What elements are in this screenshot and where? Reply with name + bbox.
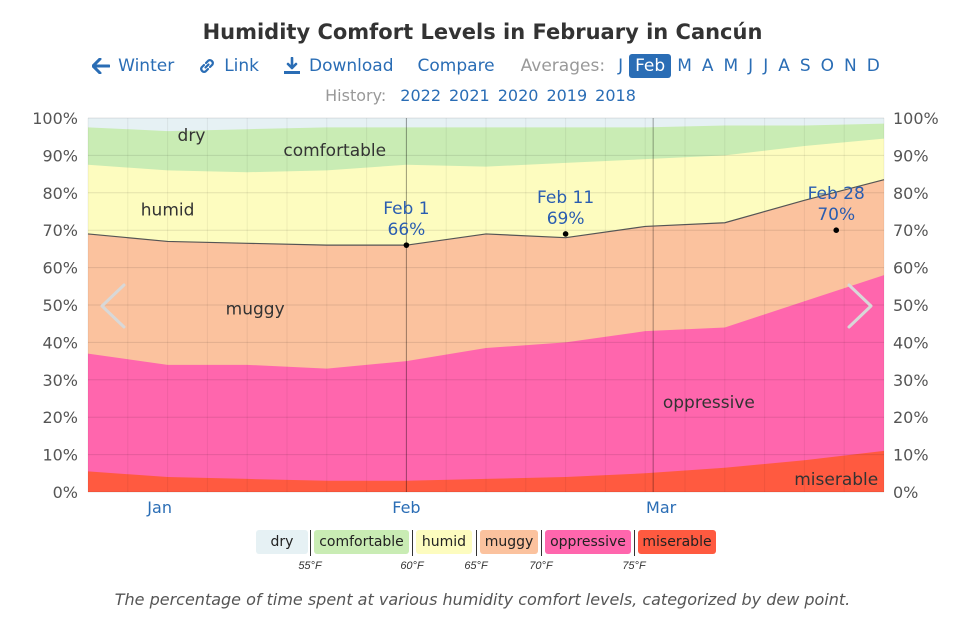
winter-label: Winter xyxy=(118,56,175,76)
chart-caption: The percentage of time spent at various … xyxy=(114,590,851,609)
annotation-date: Feb 11 xyxy=(537,188,594,208)
month-aug[interactable]: A xyxy=(778,56,790,76)
y-tick-label-left: 30% xyxy=(42,371,78,390)
averages-label: Averages: xyxy=(520,56,606,76)
y-tick-label-left: 100% xyxy=(32,109,78,128)
download-button[interactable]: Download xyxy=(283,56,394,76)
compare-button[interactable]: Compare xyxy=(417,56,495,76)
y-tick-label-left: 10% xyxy=(42,446,78,465)
link-label: Link xyxy=(224,56,260,76)
x-tick-label: Jan xyxy=(146,498,172,517)
averages-selector: Averages: J Feb M A M J J A S O N D xyxy=(521,54,885,78)
area-label: oppressive xyxy=(663,393,755,413)
y-tick-label-left: 40% xyxy=(42,333,78,352)
area-miserable xyxy=(88,450,884,492)
month-nov[interactable]: N xyxy=(844,56,857,76)
month-jul[interactable]: J xyxy=(763,56,769,76)
y-tick-label-right: 80% xyxy=(893,184,929,203)
chevron-right-icon[interactable] xyxy=(847,283,873,329)
annotation-value: 66% xyxy=(388,220,426,240)
legend-humid: humid xyxy=(416,530,472,554)
link-button[interactable]: Link xyxy=(198,56,259,76)
y-tick-label-right: 60% xyxy=(893,259,929,278)
muggy-line xyxy=(87,179,885,246)
y-tick-label-left: 20% xyxy=(42,408,78,427)
threshold-75: 75°F xyxy=(622,560,646,572)
history-selector: History: 2022 2021 2020 2019 2018 xyxy=(0,86,965,105)
legend-divider xyxy=(634,530,635,556)
legend-muggy: muggy xyxy=(480,530,538,554)
y-tick-label-right: 70% xyxy=(893,221,929,240)
month-apr[interactable]: A xyxy=(701,56,714,76)
y-tick-label-right: 100% xyxy=(893,109,939,128)
legend-divider xyxy=(541,530,542,556)
legend-divider xyxy=(412,530,413,556)
annotation-value: 69% xyxy=(547,209,585,229)
legend-divider xyxy=(310,530,311,556)
area-label: muggy xyxy=(226,300,285,320)
humidity-chart: 0% 0% 10% 10% 20% 20% 30% 30% 40% 40% 50% 50% 60% 60%… xyxy=(32,109,939,517)
year-2019[interactable]: 2019 xyxy=(546,86,588,105)
y-tick-label-left: 80% xyxy=(42,184,78,203)
link-icon xyxy=(200,59,215,73)
annotation-date: Feb 28 xyxy=(808,184,865,204)
area-label: comfortable xyxy=(283,141,386,161)
month-may[interactable]: M xyxy=(723,56,739,76)
x-tick-label: Mar xyxy=(646,498,677,517)
download-icon xyxy=(284,57,301,74)
winter-link[interactable]: Winter xyxy=(92,56,174,76)
history-label: History: xyxy=(325,86,387,105)
area-label: dry xyxy=(178,126,206,146)
month-jan[interactable]: J xyxy=(618,56,624,76)
chevron-left-icon[interactable] xyxy=(100,283,126,329)
month-mar[interactable]: M xyxy=(677,56,692,76)
threshold-55: 55°F xyxy=(298,560,322,572)
year-2018[interactable]: 2018 xyxy=(595,86,636,105)
threshold-60: 60°F xyxy=(400,560,424,572)
month-feb[interactable]: Feb xyxy=(629,54,672,78)
y-tick-label-right: 30% xyxy=(893,371,929,390)
annotation-point xyxy=(403,242,410,248)
toolbar: Winter Link Download Compare Averages: J… xyxy=(0,54,965,78)
chart-title: Humidity Comfort Levels in February in C… xyxy=(202,20,763,44)
legend-divider xyxy=(476,530,477,556)
y-tick-label-right: 50% xyxy=(893,296,929,315)
x-tick-label: Feb xyxy=(392,498,420,517)
legend-dry: dry xyxy=(256,530,308,554)
area-oppressive xyxy=(88,275,884,492)
annotation-date: Feb 1 xyxy=(383,199,429,219)
year-2020[interactable]: 2020 xyxy=(497,86,539,105)
month-oct[interactable]: O xyxy=(820,56,835,76)
area-label: miserable xyxy=(794,470,878,490)
threshold-65: 65°F xyxy=(464,560,488,572)
annotation-value: 70% xyxy=(817,205,855,225)
annotation-point xyxy=(562,231,569,237)
month-jun[interactable]: J xyxy=(748,56,754,76)
legend: dry comfortable humid muggy oppressive m… xyxy=(0,530,965,578)
y-tick-label-right: 40% xyxy=(893,333,929,352)
month-dec[interactable]: D xyxy=(866,56,880,76)
year-2021[interactable]: 2021 xyxy=(449,86,490,105)
arrow-left-icon xyxy=(92,58,111,74)
y-tick-label-right: 0% xyxy=(893,483,918,502)
year-2022[interactable]: 2022 xyxy=(400,86,441,105)
y-tick-label-right: 10% xyxy=(893,446,929,465)
y-tick-label-left: 50% xyxy=(42,296,78,315)
month-sep[interactable]: S xyxy=(799,56,811,76)
annotation-point xyxy=(833,227,840,233)
y-tick-label-left: 60% xyxy=(42,259,78,278)
y-tick-label-left: 70% xyxy=(42,221,78,240)
y-tick-label-right: 90% xyxy=(893,146,929,165)
threshold-70: 70°F xyxy=(529,560,553,572)
legend-miserable: miserable xyxy=(638,530,716,554)
area-label: humid xyxy=(141,201,195,221)
y-tick-label-right: 20% xyxy=(893,408,929,427)
legend-oppressive: oppressive xyxy=(545,530,631,554)
y-tick-label-left: 0% xyxy=(53,483,78,502)
download-label: Download xyxy=(309,56,394,76)
y-tick-label-left: 90% xyxy=(42,146,78,165)
legend-comfortable: comfortable xyxy=(314,530,409,554)
